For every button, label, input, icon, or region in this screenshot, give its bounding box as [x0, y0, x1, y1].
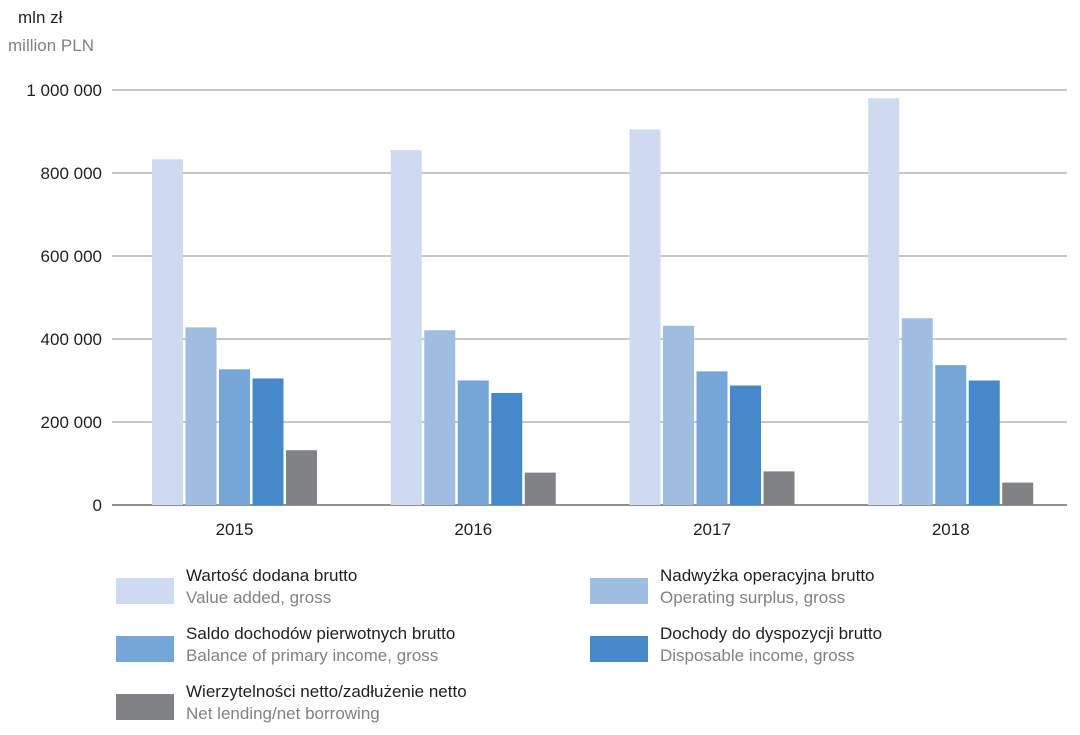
- legend-label-en: Operating surplus, gross: [660, 588, 846, 607]
- y-axis-unit-label-en: million PLN: [8, 36, 94, 55]
- bar: [219, 369, 250, 505]
- x-tick-label: 2018: [932, 520, 970, 539]
- legend-item: Nadwyżka operacyjna brutto Operating surp…: [590, 565, 875, 609]
- bar: [629, 129, 661, 506]
- legend-label: Nadwyżka operacyjna brutto: [660, 566, 875, 585]
- legend-text: Saldo dochodów pierwotnych brutto Balance…: [186, 623, 455, 667]
- bar: [901, 318, 933, 505]
- y-tick-label: 400 000: [41, 330, 102, 349]
- legend-label: Dochody do dyspozycji brutto: [660, 624, 883, 643]
- legend-item: Wartość dodana brutto Value added, gross: [116, 565, 357, 609]
- bar-chart: 0 200 000 400 000 600 000 800 000 1 000 000 20…: [26, 81, 1067, 539]
- x-tick-label: 2017: [693, 520, 731, 539]
- bar: [390, 150, 422, 506]
- bar: [730, 385, 761, 505]
- bar: [1002, 482, 1034, 505]
- legend-swatch: [590, 636, 648, 662]
- bar: [524, 472, 556, 505]
- legend-label-en: Disposable income, gross: [660, 646, 855, 665]
- legend-label: Saldo dochodów pierwotnych brutto: [186, 624, 456, 643]
- bar: [663, 325, 694, 505]
- bar: [424, 330, 456, 505]
- bar: [696, 371, 728, 505]
- legend-label-en: Value added, gross: [186, 588, 332, 607]
- legend-label: Wierzytelności netto/zadłużenie netto: [186, 682, 467, 701]
- legend-item: Wierzytelności netto/zadłużenie netto Net…: [116, 681, 467, 725]
- bar: [185, 327, 217, 505]
- legend-text: Dochody do dyspozycji brutto Disposable i…: [660, 623, 882, 667]
- bar: [286, 450, 317, 505]
- y-tick-label: 0: [93, 496, 102, 515]
- legend-label-en: Net lending/net borrowing: [186, 704, 380, 723]
- y-tick-label: 600 000: [41, 247, 102, 266]
- y-tick-label: 200 000: [41, 413, 102, 432]
- legend-swatch: [590, 578, 648, 604]
- bar: [763, 471, 795, 505]
- y-tick-label: 800 000: [41, 164, 102, 183]
- bar: [457, 380, 489, 505]
- bar: [868, 98, 900, 506]
- legend-text: Wartość dodana brutto Value added, gross: [186, 565, 357, 609]
- x-tick-label: 2015: [216, 520, 254, 539]
- bar: [152, 159, 183, 505]
- legend-item: Saldo dochodów pierwotnych brutto Balance…: [116, 623, 455, 667]
- legend-swatch: [116, 694, 174, 720]
- legend-text: Wierzytelności netto/zadłużenie netto Net…: [186, 681, 467, 725]
- bar: [491, 392, 523, 505]
- legend-label-en: Balance of primary income, gross: [186, 646, 439, 665]
- legend-swatch: [116, 578, 174, 604]
- y-axis-unit-label: mln zł: [18, 8, 63, 27]
- bar: [252, 378, 284, 505]
- y-tick-label: 1 000 000: [26, 81, 102, 100]
- x-tick-label: 2016: [454, 520, 492, 539]
- legend-text: Nadwyżka operacyjna brutto Operating surp…: [660, 565, 875, 609]
- legend-swatch: [116, 636, 174, 662]
- legend-label: Wartość dodana brutto: [186, 566, 358, 585]
- bar: [968, 380, 1000, 505]
- legend-item: Dochody do dyspozycji brutto Disposable i…: [590, 623, 882, 667]
- bar: [935, 365, 967, 505]
